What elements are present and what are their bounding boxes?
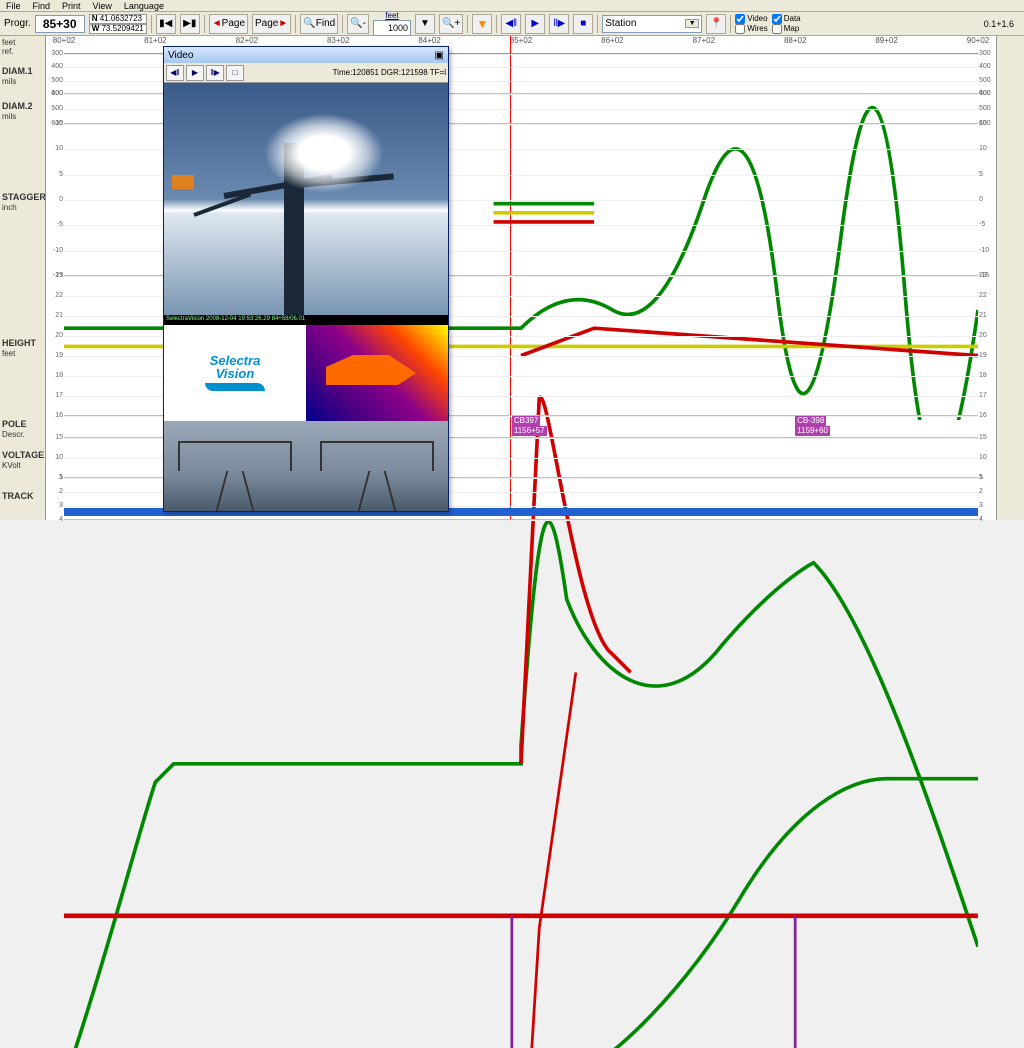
ff-button[interactable]: ‖▶ bbox=[549, 14, 569, 34]
pole-tag: 1159+60 bbox=[795, 426, 830, 436]
panel-label-diam2: DIAM.2mils bbox=[2, 101, 44, 121]
coord-box: N 41.0632723 W 73.5209421 bbox=[89, 14, 147, 34]
feet-label: feetref. bbox=[2, 38, 44, 56]
video-rew-button[interactable]: ◀‖ bbox=[166, 65, 184, 81]
rew-button[interactable]: ◀‖ bbox=[501, 14, 521, 34]
scale-col-right: 300400500600400500600151050-5-10-1523222… bbox=[978, 36, 996, 520]
menu-language[interactable]: Language bbox=[124, 1, 164, 11]
x-tick: 87+02 bbox=[693, 36, 715, 45]
menubar: File Find Print View Language bbox=[0, 0, 1024, 12]
scale-input[interactable] bbox=[373, 20, 411, 36]
chart-area: feetref. DIAM.1mils DIAM.2mils STAGGERinch… bbox=[0, 36, 1024, 520]
menu-find[interactable]: Find bbox=[33, 1, 51, 11]
video-main-frame bbox=[164, 83, 448, 315]
scale-col-left: 300400500600400500600151050-5-10-1523222… bbox=[46, 36, 64, 520]
play-button[interactable]: ▶ bbox=[525, 14, 545, 34]
menu-file[interactable]: File bbox=[6, 1, 21, 11]
stop-button[interactable]: ■ bbox=[573, 14, 593, 34]
zoom-in-button[interactable]: 🔍+ bbox=[439, 14, 463, 34]
panel-label-voltage: VOLTAGEKVolt bbox=[2, 450, 44, 470]
video-body: SelectraVision 2008-12-04 19:53:26.29 84… bbox=[164, 83, 448, 511]
x-tick: 80+02 bbox=[53, 36, 75, 45]
x-tick: 88+02 bbox=[784, 36, 806, 45]
panel-label-stagger: STAGGERinch bbox=[2, 192, 44, 212]
video-controls: ◀‖ ▶ ‖▶ □ Time:120851 DGR:121598 TF=l bbox=[164, 63, 448, 83]
chk-map[interactable]: Map bbox=[772, 24, 801, 34]
video-stop-button[interactable]: □ bbox=[226, 65, 244, 81]
chk-video[interactable]: Video bbox=[735, 14, 767, 24]
video-thermal bbox=[306, 325, 448, 421]
x-tick: 86+02 bbox=[601, 36, 623, 45]
panel-label-diam1: DIAM.1mils bbox=[2, 66, 44, 86]
filter-button[interactable]: ▼ bbox=[472, 14, 492, 34]
scale-dropdown-arrow[interactable]: ▼ bbox=[415, 14, 435, 34]
video-logo: Selectra Vision bbox=[164, 325, 306, 421]
chk-wires[interactable]: Wires bbox=[735, 24, 767, 34]
snap-left-button[interactable]: ▮◀ bbox=[156, 14, 176, 34]
close-icon[interactable]: ▣ bbox=[435, 50, 444, 61]
coord-n: 41.0632723 bbox=[100, 14, 142, 23]
coord-n-label: N bbox=[92, 14, 98, 23]
find-button[interactable]: 🔍 Find bbox=[300, 14, 338, 34]
left-axis: feetref. DIAM.1mils DIAM.2mils STAGGERinch… bbox=[0, 36, 46, 520]
panel-label-pole: POLEDescr. bbox=[2, 419, 44, 439]
chk-data[interactable]: Data bbox=[772, 14, 801, 24]
video-ff-button[interactable]: ‖▶ bbox=[206, 65, 224, 81]
x-tick: 89+02 bbox=[875, 36, 897, 45]
panel-label-height: HEIGHTfeet bbox=[2, 338, 44, 358]
station-dropdown[interactable]: Station ▼ bbox=[602, 15, 702, 33]
page-next-button[interactable]: Page ► bbox=[252, 14, 291, 34]
menu-print[interactable]: Print bbox=[62, 1, 81, 11]
video-time: Time:120851 bbox=[333, 68, 379, 77]
video-caption: SelectraVision 2008-12-04 19:53:26.29 84… bbox=[164, 315, 448, 325]
page-prev-button[interactable]: ◄ Page bbox=[209, 14, 248, 34]
video-dgr: DGR:121598 TF=l bbox=[381, 68, 446, 77]
zoom-out-button[interactable]: 🔍- bbox=[347, 14, 369, 34]
panel-label-track: TRACK bbox=[2, 491, 44, 501]
station-label: Station bbox=[605, 18, 636, 29]
x-tick: 81+02 bbox=[144, 36, 166, 45]
progr-value[interactable]: 85+30 bbox=[35, 15, 85, 33]
menu-view[interactable]: View bbox=[93, 1, 112, 11]
pole-tag: 1156+57 bbox=[512, 426, 547, 436]
video-bottom-right bbox=[306, 421, 448, 511]
video-titlebar[interactable]: Video ▣ bbox=[164, 47, 448, 63]
video-window[interactable]: Video ▣ ◀‖ ▶ ‖▶ □ Time:120851 DGR:121598… bbox=[163, 46, 449, 512]
pole-tag: CB-398 bbox=[795, 416, 826, 426]
view-checks: Video Wires bbox=[735, 14, 767, 34]
x-tick: 85+02 bbox=[510, 36, 532, 45]
video-bottom-left bbox=[164, 421, 306, 511]
pole-tag: CB397 bbox=[512, 416, 540, 426]
snap-right-button[interactable]: ▶▮ bbox=[180, 14, 200, 34]
video-play-button[interactable]: ▶ bbox=[186, 65, 204, 81]
x-tick: 83+02 bbox=[327, 36, 349, 45]
coord-w: 73.5209421 bbox=[101, 24, 143, 33]
progr-label: Progr. bbox=[4, 18, 31, 29]
video-title-text: Video bbox=[168, 50, 193, 61]
toolbar: Progr. 85+30 N 41.0632723 W 73.5209421 ▮… bbox=[0, 12, 1024, 36]
coord-w-label: W bbox=[92, 24, 100, 33]
scale-unit: feet bbox=[385, 12, 398, 20]
chevron-down-icon: ▼ bbox=[685, 19, 699, 28]
view-checks2: Data Map bbox=[772, 14, 801, 34]
right-axis bbox=[996, 36, 1024, 520]
marker-button[interactable]: 📍 bbox=[706, 14, 726, 34]
x-tick: 84+02 bbox=[418, 36, 440, 45]
version-label: 0.1+1.6 bbox=[984, 19, 1020, 29]
x-tick: 82+02 bbox=[236, 36, 258, 45]
